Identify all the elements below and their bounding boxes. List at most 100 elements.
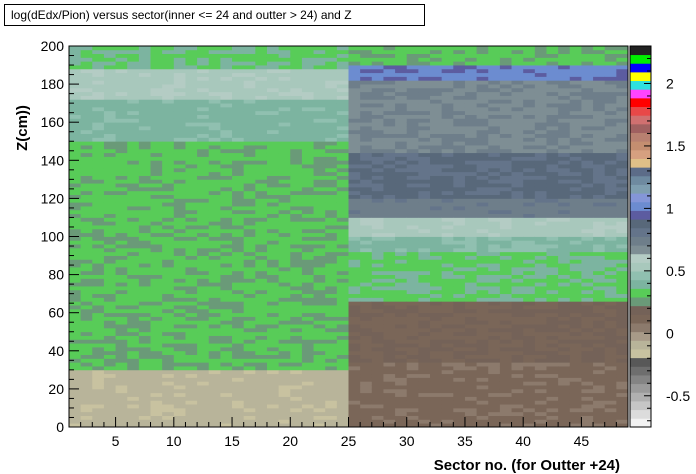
heatmap-cell	[511, 225, 524, 230]
heatmap-cell	[243, 350, 256, 356]
heatmap-cell	[115, 110, 128, 115]
heatmap-cell	[220, 202, 233, 207]
heatmap-cell	[441, 331, 454, 336]
heatmap-cell	[406, 228, 419, 234]
heatmap-cell	[185, 335, 198, 340]
heatmap-cell	[278, 179, 291, 184]
heatmap-cell	[523, 209, 536, 215]
heatmap-cell	[197, 190, 210, 195]
heatmap-cell	[173, 392, 186, 397]
heatmap-cell	[499, 316, 512, 321]
heatmap-cell	[208, 152, 221, 157]
heatmap-cell	[441, 385, 454, 390]
heatmap-cell	[220, 148, 233, 154]
heatmap-cell	[162, 106, 175, 112]
heatmap-cell	[69, 297, 82, 302]
heatmap-cell	[255, 76, 268, 81]
heatmap-cell	[103, 49, 116, 55]
heatmap-cell	[616, 244, 629, 249]
heatmap-cell	[162, 95, 175, 100]
heatmap-cell	[430, 320, 443, 325]
heatmap-cell	[593, 350, 606, 356]
heatmap-cell	[92, 209, 105, 215]
heatmap-cell	[92, 110, 105, 115]
heatmap-cell	[441, 91, 454, 96]
heatmap-cell	[523, 423, 536, 428]
heatmap-cell	[301, 68, 314, 74]
heatmap-cell	[301, 362, 314, 367]
heatmap-cell	[173, 282, 186, 287]
heatmap-cell	[360, 72, 373, 77]
heatmap-cell	[406, 110, 419, 115]
heatmap-cell	[430, 118, 443, 123]
heatmap-cell	[243, 46, 256, 51]
heatmap-cell	[290, 202, 303, 207]
heatmap-cell	[453, 65, 466, 70]
heatmap-cell	[103, 160, 116, 165]
heatmap-cell	[476, 145, 489, 150]
heatmap-cell	[69, 278, 82, 283]
heatmap-cell	[371, 171, 384, 176]
heatmap-cell	[336, 388, 349, 394]
heatmap-cell	[69, 141, 82, 146]
heatmap-cell	[162, 148, 175, 154]
heatmap-cell	[150, 240, 163, 245]
heatmap-cell	[418, 289, 431, 295]
heatmap-cell	[336, 385, 349, 390]
heatmap-cell	[348, 240, 361, 245]
heatmap-cell	[360, 308, 373, 314]
heatmap-cell	[243, 293, 256, 298]
heatmap-cell	[476, 385, 489, 390]
heatmap-cell	[534, 118, 547, 123]
heatmap-cell	[115, 400, 128, 405]
heatmap-cell	[534, 80, 547, 85]
heatmap-cell	[150, 106, 163, 112]
heatmap-cell	[406, 236, 419, 241]
heatmap-cell	[150, 87, 163, 93]
heatmap-cell	[325, 179, 338, 184]
heatmap-cell	[243, 57, 256, 62]
heatmap-cell	[232, 244, 245, 249]
heatmap-cell	[546, 343, 559, 348]
heatmap-cell	[395, 164, 408, 169]
heatmap-cell	[418, 186, 431, 192]
heatmap-cell	[499, 377, 512, 382]
heatmap-cell	[383, 366, 396, 371]
heatmap-cell	[348, 346, 361, 352]
heatmap-cell	[569, 316, 582, 321]
heatmap-cell	[430, 392, 443, 397]
heatmap-cell	[395, 240, 408, 245]
heatmap-cell	[301, 76, 314, 81]
heatmap-cell	[371, 160, 384, 165]
heatmap-cell	[395, 53, 408, 58]
heatmap-cell	[278, 156, 291, 161]
heatmap-cell	[430, 217, 443, 222]
heatmap-cell	[430, 202, 443, 207]
heatmap-cell	[418, 118, 431, 123]
heatmap-cell	[593, 236, 606, 241]
heatmap-cell	[197, 68, 210, 74]
heatmap-cell	[173, 95, 186, 100]
heatmap-cell	[336, 305, 349, 310]
heatmap-cell	[278, 152, 291, 157]
heatmap-cell	[162, 255, 175, 260]
heatmap-cell	[569, 65, 582, 70]
heatmap-cell	[336, 87, 349, 93]
heatmap-cell	[360, 103, 373, 108]
heatmap-cell	[138, 244, 151, 249]
heatmap-cell	[162, 244, 175, 249]
heatmap-cell	[115, 308, 128, 314]
heatmap-cell	[476, 358, 489, 363]
heatmap-cell	[371, 80, 384, 85]
heatmap-cell	[208, 198, 221, 203]
heatmap-cell	[476, 354, 489, 359]
heatmap-cell	[127, 346, 140, 352]
heatmap-cell	[173, 206, 186, 211]
heatmap-cell	[255, 240, 268, 245]
heatmap-cell	[430, 385, 443, 390]
heatmap-cell	[395, 206, 408, 211]
heatmap-cell	[441, 232, 454, 237]
heatmap-cell	[395, 68, 408, 74]
heatmap-cell	[348, 350, 361, 356]
heatmap-cell	[69, 137, 82, 142]
